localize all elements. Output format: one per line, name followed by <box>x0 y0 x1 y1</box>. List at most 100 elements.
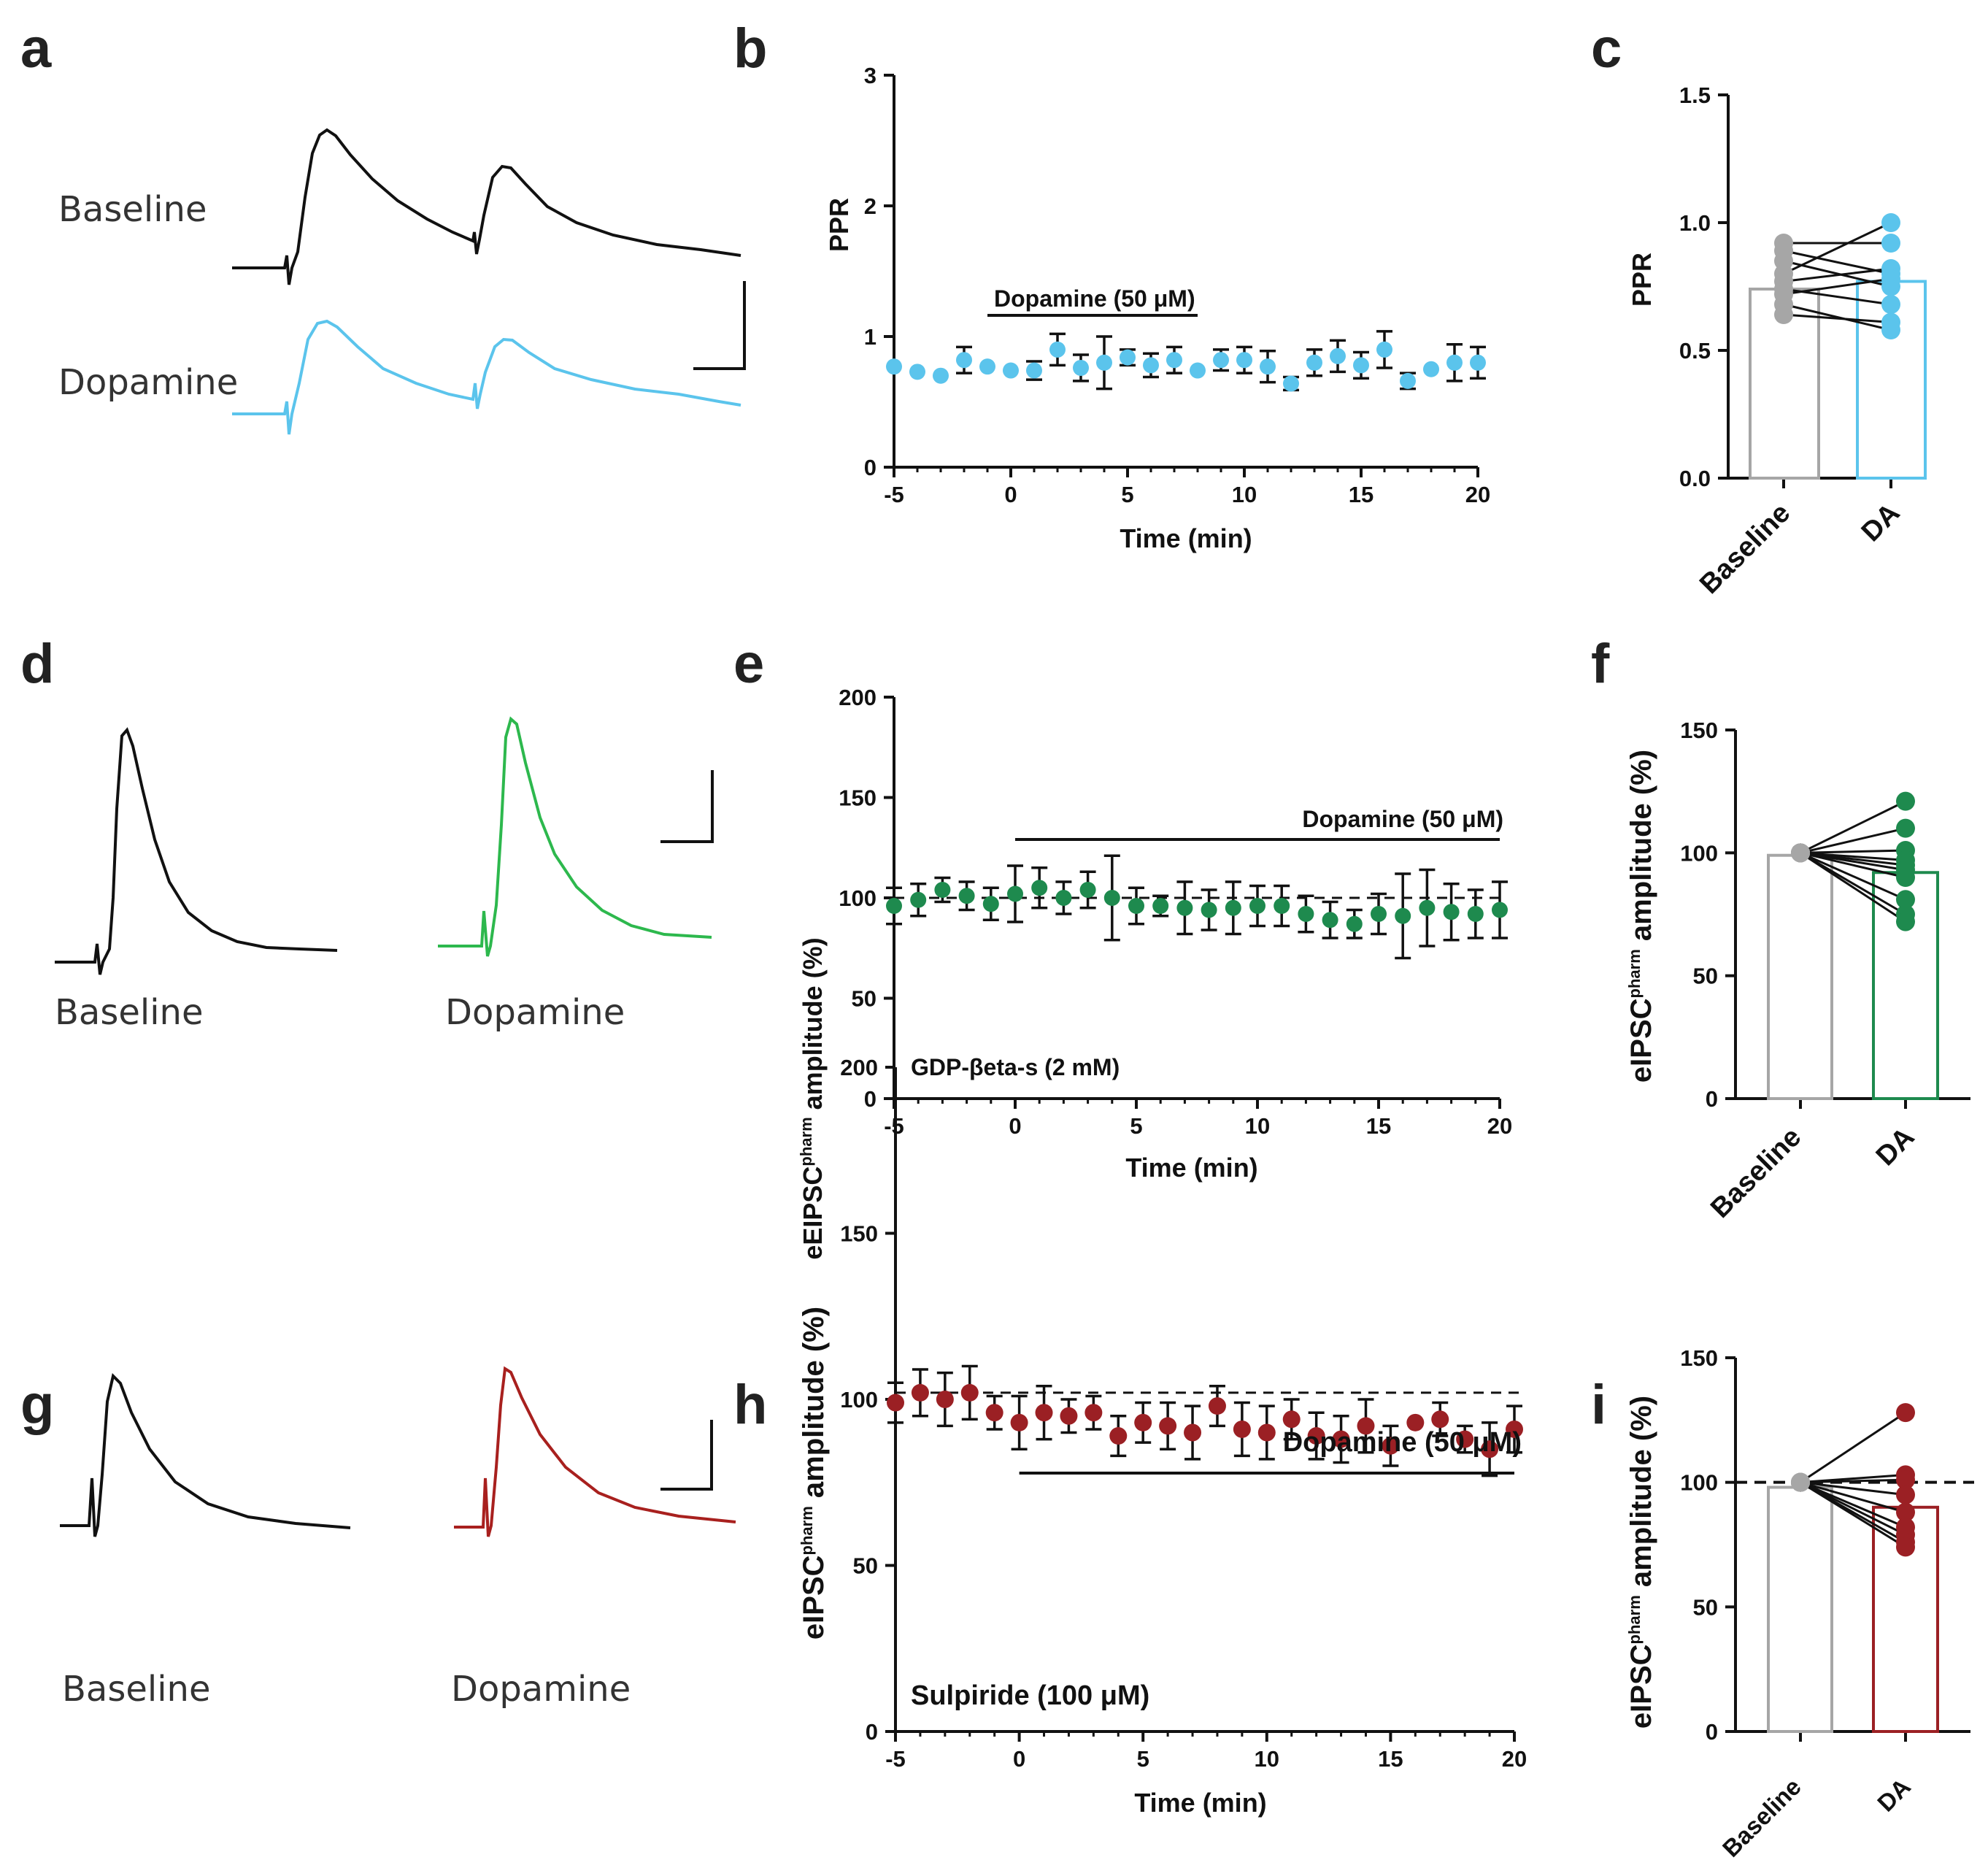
paired-line <box>1800 852 1906 923</box>
panel-h-data-marks <box>887 1364 1523 1477</box>
data-point <box>1443 904 1460 920</box>
paired-line <box>1783 277 1892 296</box>
panel-h-x-tick-label: -5 <box>885 1746 906 1772</box>
data-point <box>1467 906 1484 922</box>
data-point <box>960 1383 979 1402</box>
data-point <box>956 352 972 369</box>
panel-b-chart: 0 1 2 3 -5 0 5 10 15 20 PPR Time (min) D… <box>824 63 1490 553</box>
panel-c-data-marks <box>1749 213 1927 480</box>
panel-i-y-tick-label: 150 <box>1680 1345 1718 1371</box>
da-point <box>1881 269 1900 288</box>
panel-e-y-tick-labels: 0 50 100 150 200 <box>839 685 877 1112</box>
panel-b-drug-label: Dopamine (50 μM) <box>994 285 1195 312</box>
data-point <box>1260 358 1276 375</box>
panel-f-chart: 0 50 100 150 eIPSCpharm amplitude (%) Ba… <box>1625 718 1970 1224</box>
panel-f-y-tick-label: 100 <box>1680 840 1718 866</box>
panel-d-traces: Baseline Dopamine <box>55 716 714 1033</box>
panel-h-x-axis-label: Time (min) <box>1134 1788 1266 1818</box>
da-point <box>1896 1485 1915 1504</box>
panel-c-y-tick-label: 0.0 <box>1679 466 1711 491</box>
baseline-point <box>1791 843 1810 863</box>
data-point <box>1060 1407 1078 1425</box>
panel-h-x-tick-label: 5 <box>1137 1746 1149 1772</box>
data-point <box>1257 1423 1276 1442</box>
panel-e-x-tick-label: 20 <box>1487 1113 1512 1139</box>
paired-line <box>1783 260 1892 288</box>
data-point <box>985 1404 1003 1422</box>
data-point <box>1446 354 1463 371</box>
trace-a-dopamine-label: Dopamine <box>58 362 238 403</box>
data-point <box>886 358 902 375</box>
panel-c-chart: 0.0 0.5 1.0 1.5 PPR Baseline DA <box>1627 82 1927 600</box>
paired-line <box>1783 221 1892 275</box>
data-point <box>1423 361 1439 377</box>
data-point <box>982 896 999 912</box>
data-point <box>1382 1437 1400 1455</box>
data-point <box>1010 1413 1028 1431</box>
panel-label-i: i <box>1591 1374 1606 1436</box>
data-point <box>1120 349 1136 366</box>
baseline-point <box>1774 305 1793 324</box>
data-point <box>1055 890 1072 906</box>
panel-c-y-tick-label: 0.5 <box>1679 338 1711 364</box>
data-point <box>1395 907 1411 924</box>
data-point <box>1298 906 1314 922</box>
panel-e-y-tick-label: 0 <box>864 1086 877 1112</box>
trace-g-dopamine <box>454 1366 736 1537</box>
panel-e-data-marks <box>886 838 1508 960</box>
panel-h-x-tick-label: 10 <box>1255 1746 1279 1772</box>
data-point <box>910 891 927 908</box>
data-point <box>1322 912 1338 929</box>
panel-g-traces: Baseline Dopamine <box>60 1366 736 1710</box>
da-point <box>1896 791 1915 811</box>
data-point <box>1357 1417 1375 1435</box>
data-point <box>1225 899 1241 916</box>
trace-d-baseline <box>55 727 338 975</box>
panel-c-category-da: DA <box>1856 498 1906 548</box>
panel-c-y-tick-labels: 0.0 0.5 1.0 1.5 <box>1679 82 1711 491</box>
panel-i-category-da: DA <box>1872 1773 1916 1817</box>
scale-bar-d <box>660 770 714 843</box>
panel-h-condition-note: Sulpiride (100 μM) <box>911 1680 1149 1711</box>
panel-h-drug-label: Dopamine (50 μM) <box>1283 1427 1522 1458</box>
data-point <box>1213 352 1229 369</box>
trace-a-dopamine <box>232 319 741 435</box>
data-point <box>911 1383 929 1402</box>
bar-baseline <box>1767 853 1833 1100</box>
data-point <box>936 1391 954 1408</box>
trace-d-dopamine <box>438 716 712 957</box>
panel-f-category-baseline: Baseline <box>1705 1122 1807 1224</box>
panel-f-y-tick-label: 50 <box>1693 964 1718 989</box>
bar-baseline <box>1767 1485 1833 1733</box>
trace-g-dopamine-label: Dopamine <box>451 1669 631 1710</box>
panel-h-y-tick-label: 200 <box>840 1055 878 1080</box>
data-point <box>1456 1430 1474 1448</box>
data-point <box>1330 347 1346 364</box>
trace-d-baseline-label: Baseline <box>55 992 204 1033</box>
panel-f-y-tick-labels: 0 50 100 150 <box>1680 718 1718 1112</box>
panel-b-y-tick-label: 1 <box>864 324 877 350</box>
panel-b-x-tick-label: 20 <box>1465 482 1490 507</box>
paired-line <box>1783 303 1892 331</box>
panel-b-y-axis-label: PPR <box>824 198 854 252</box>
panel-e-condition-note: GDP-βeta-s (2 mM) <box>911 1054 1120 1080</box>
panel-i-category-baseline: Baseline <box>1717 1773 1806 1862</box>
data-point <box>1481 1440 1499 1458</box>
da-point <box>1896 818 1915 838</box>
data-point <box>933 367 949 384</box>
data-point <box>1109 1427 1128 1445</box>
data-point <box>1007 885 1023 902</box>
panel-e-y-tick-label: 200 <box>839 685 877 710</box>
data-point <box>1103 890 1120 906</box>
data-point <box>1376 341 1392 358</box>
data-point <box>1492 902 1508 918</box>
panel-b-y-tick-labels: 0 1 2 3 <box>864 63 877 480</box>
scale-bar-g <box>660 1420 713 1491</box>
panel-e-x-tick-label: 5 <box>1130 1113 1142 1139</box>
panel-e-drug-label: Dopamine (50 μM) <box>1302 806 1503 832</box>
panel-b-axes <box>884 74 1479 477</box>
panel-i-y-axis-label: eIPSCpharm amplitude (%) <box>1625 1396 1657 1729</box>
da-point <box>1881 295 1900 314</box>
data-point <box>1201 902 1217 918</box>
